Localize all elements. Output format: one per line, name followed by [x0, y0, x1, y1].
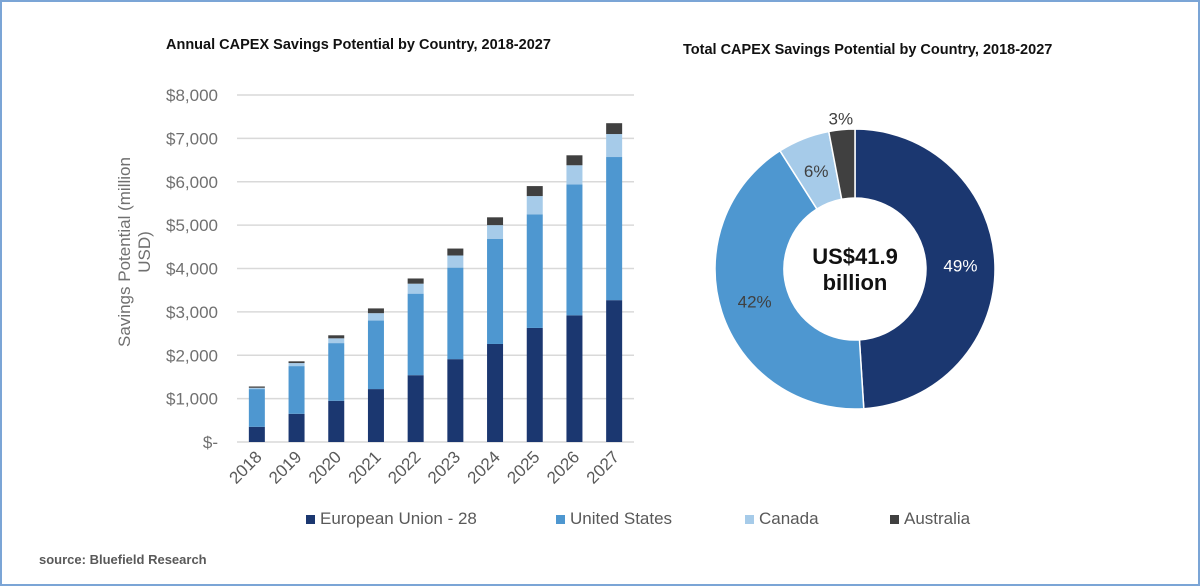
bar-segment-canada-2018 [248, 387, 265, 390]
bar-segment-european-union-28-2020 [328, 400, 345, 442]
legend-label: United States [570, 509, 673, 528]
bar-segment-australia-2018 [248, 386, 265, 388]
legend-item-canada: Canada [745, 509, 819, 529]
bar-segment-canada-2026 [566, 165, 583, 185]
bar-segment-european-union-28-2026 [566, 315, 583, 442]
y-tick-label: $- [203, 433, 218, 452]
bar-segment-canada-2022 [407, 283, 424, 294]
bar-segment-australia-2026 [566, 155, 583, 166]
bar-segment-canada-2027 [606, 134, 623, 158]
bar-segment-canada-2025 [526, 196, 543, 215]
legend-swatch-australia [890, 514, 899, 524]
bar-segment-australia-2022 [407, 278, 424, 284]
bar-segment-canada-2021 [367, 313, 384, 321]
bar-segment-australia-2023 [447, 248, 464, 256]
donut-slice-label: 49% [943, 257, 977, 276]
donut-center-amount: US$41.9 [812, 244, 898, 269]
y-tick-label: $8,000 [166, 86, 218, 105]
bar-segment-canada-2019 [288, 363, 305, 367]
donut-slice-label: 3% [829, 110, 854, 129]
bar-segment-united-states-2020 [328, 343, 345, 401]
bar-segment-united-states-2023 [447, 267, 464, 360]
bar-segment-australia-2024 [487, 217, 504, 226]
bar-segment-united-states-2025 [526, 214, 543, 328]
bar-segment-australia-2027 [606, 123, 623, 135]
donut-slice-european-union-28 [854, 128, 996, 410]
bar-segment-united-states-2024 [487, 239, 504, 344]
bar-segment-united-states-2026 [566, 184, 583, 316]
legend-label: European Union - 28 [320, 509, 477, 528]
legend-item-eu: European Union - 28 [306, 509, 477, 529]
bar-segment-european-union-28-2021 [367, 389, 384, 442]
bar-segment-european-union-28-2018 [248, 426, 265, 442]
bar-segment-australia-2019 [288, 361, 305, 364]
source-note: source: Bluefield Research [39, 552, 207, 567]
donut-slice-australia [827, 128, 856, 201]
donut-slice-united-states [714, 149, 865, 410]
y-tick-label: $7,000 [166, 129, 218, 148]
bar-segment-european-union-28-2025 [526, 327, 543, 442]
bar-segment-european-union-28-2023 [447, 359, 464, 442]
donut-slice-label: 6% [804, 162, 829, 181]
y-tick-label: $1,000 [166, 390, 218, 409]
bar-segment-australia-2020 [328, 335, 345, 339]
bar-segment-united-states-2027 [606, 157, 623, 301]
y-tick-label: $5,000 [166, 216, 218, 235]
bar-segment-united-states-2018 [248, 389, 265, 427]
bar-segment-australia-2021 [367, 308, 384, 314]
bar-segment-european-union-28-2024 [487, 343, 504, 442]
legend-swatch-us [556, 514, 565, 524]
legend: European Union - 28 United States Canada… [0, 509, 1200, 531]
bar-chart-title: Annual CAPEX Savings Potential by Countr… [166, 37, 551, 53]
donut-center-unit: billion [822, 270, 888, 295]
bar-segment-european-union-28-2019 [288, 413, 305, 442]
bar-segment-united-states-2021 [367, 320, 384, 390]
donut-chart-title: Total CAPEX Savings Potential by Country… [683, 42, 1053, 58]
y-tick-label: $3,000 [166, 303, 218, 322]
bar-segment-united-states-2022 [407, 293, 424, 376]
legend-item-us: United States [556, 509, 672, 529]
bar-segment-australia-2025 [526, 186, 543, 197]
bar-segment-european-union-28-2022 [407, 375, 424, 442]
bar-segment-canada-2020 [328, 338, 345, 344]
y-tick-label: $2,000 [166, 346, 218, 365]
donut-center-label: US$41.9 billion [795, 244, 915, 296]
donut-slice-label: 42% [738, 293, 772, 312]
bar-segment-canada-2024 [487, 225, 504, 240]
legend-label: Canada [759, 509, 819, 528]
legend-item-australia: Australia [890, 509, 970, 529]
bar-segment-european-union-28-2027 [606, 300, 623, 442]
legend-swatch-canada [745, 514, 754, 524]
y-tick-label: $4,000 [166, 260, 218, 279]
bar-segment-united-states-2019 [288, 366, 305, 414]
y-tick-label: $6,000 [166, 173, 218, 192]
bar-segment-canada-2023 [447, 255, 464, 268]
legend-label: Australia [904, 509, 971, 528]
legend-swatch-eu [306, 514, 315, 524]
